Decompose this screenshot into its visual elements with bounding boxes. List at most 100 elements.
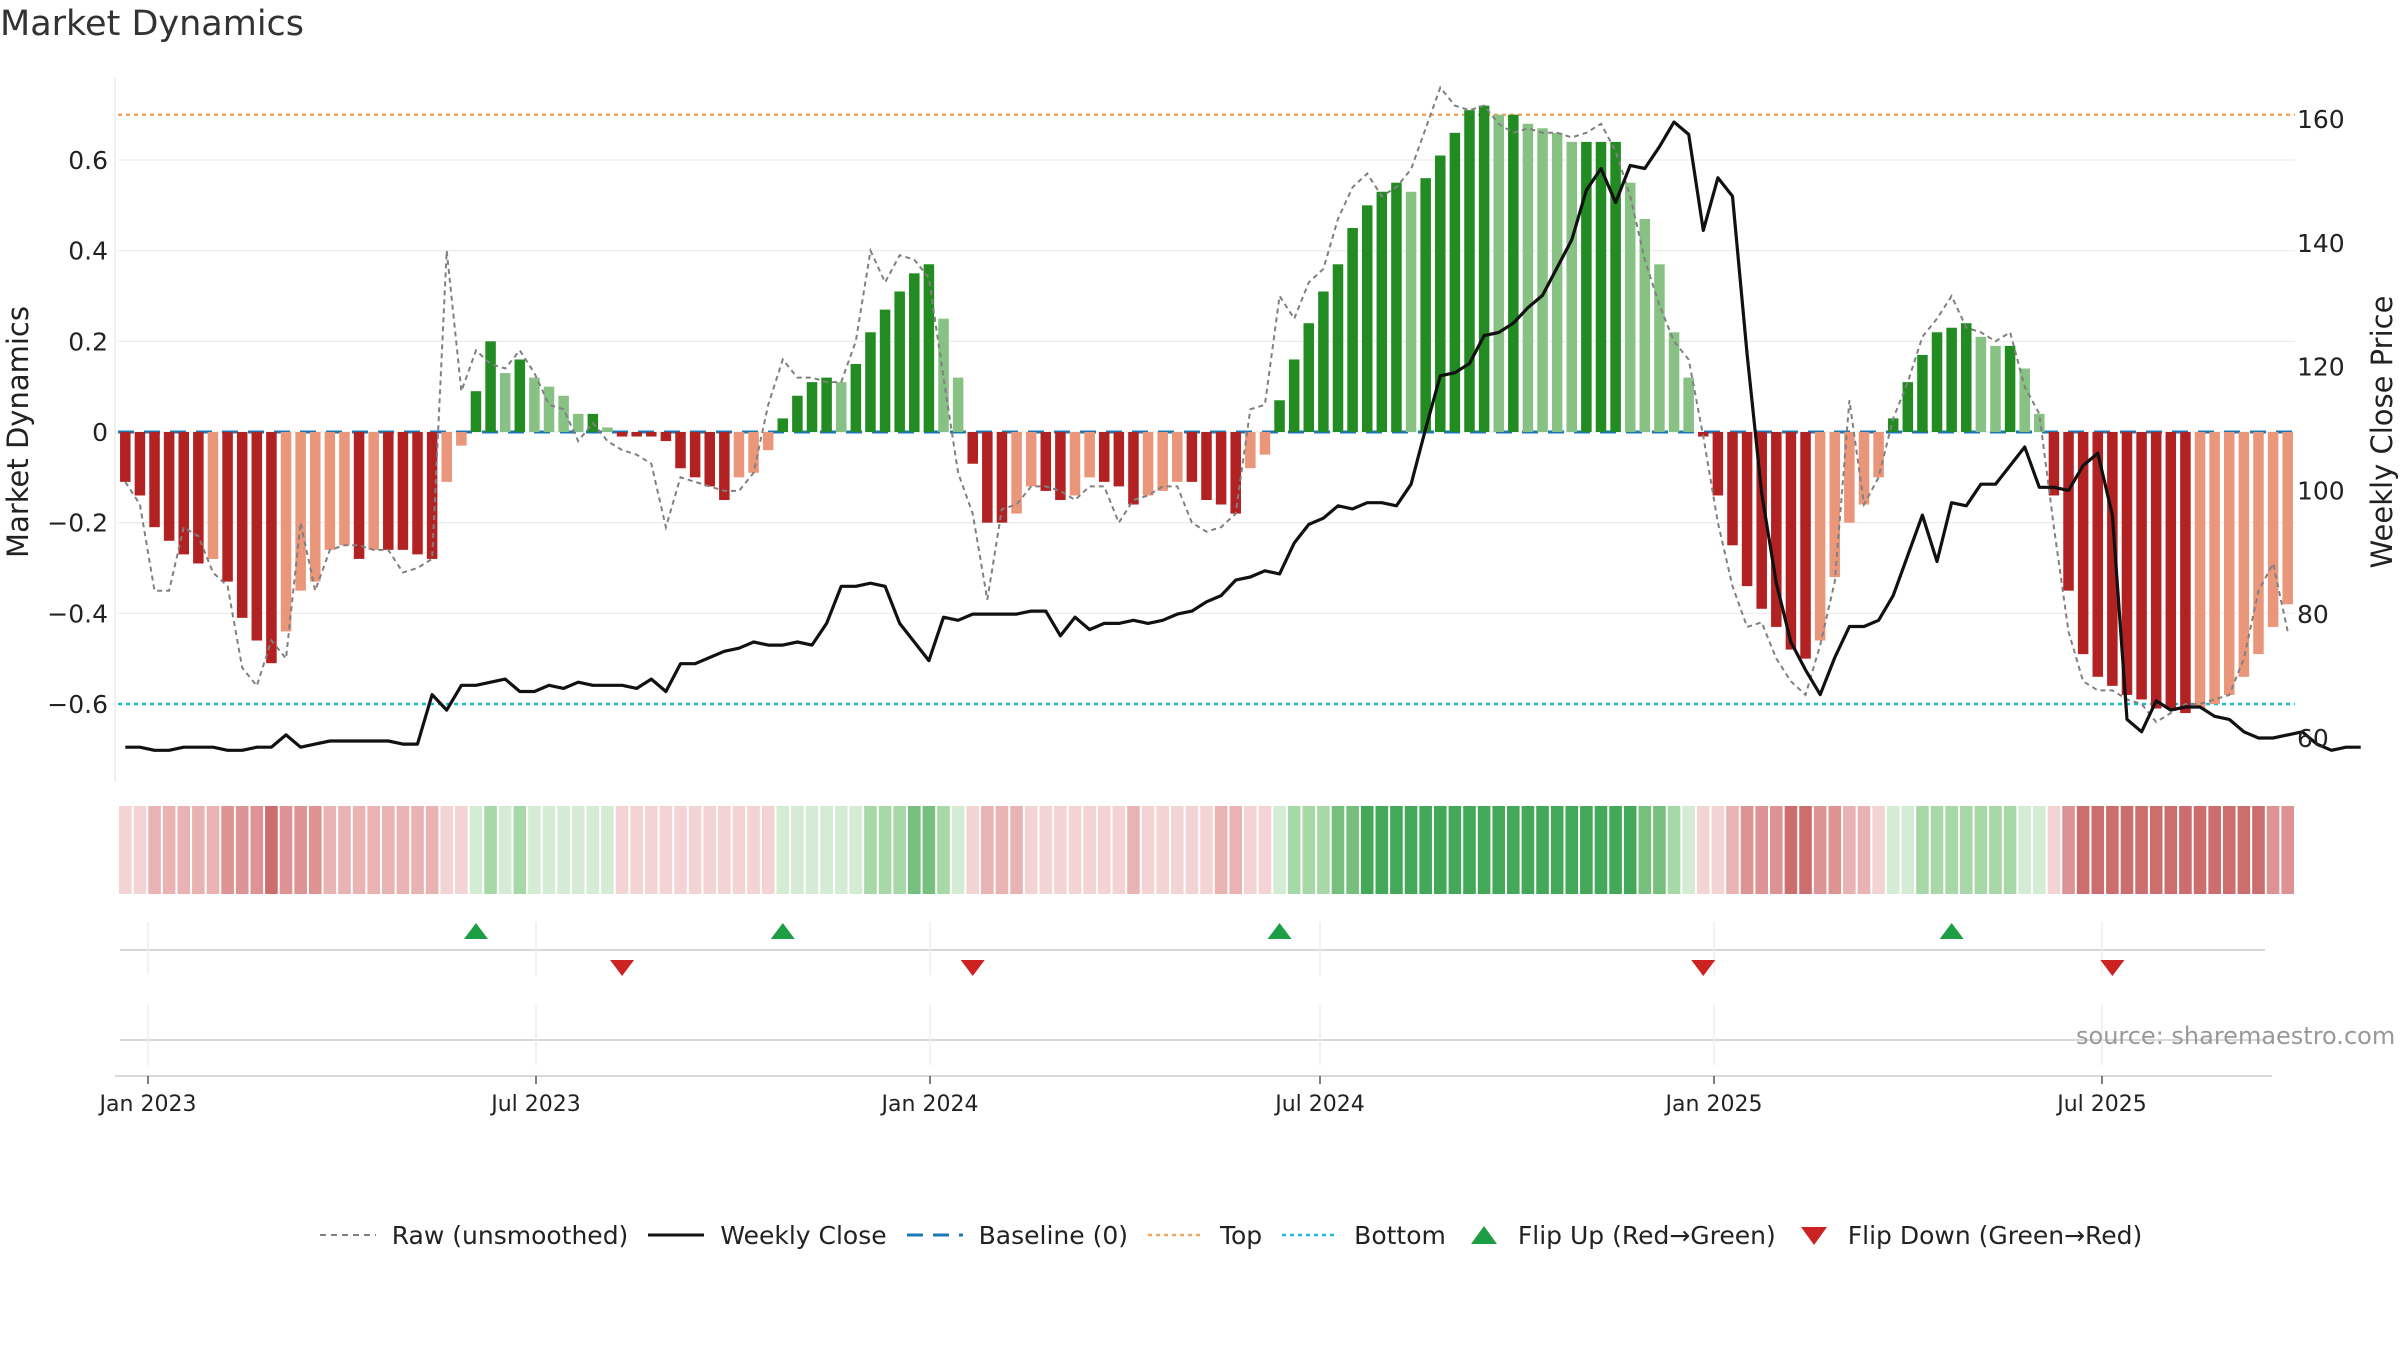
left-tick-label: 0.6 <box>68 146 108 175</box>
regime-strip-cell <box>893 806 906 894</box>
market-dynamics-bar <box>134 432 146 496</box>
regime-strip-cell <box>571 806 585 894</box>
regime-strip-cell <box>513 806 527 894</box>
market-dynamics-bar <box>748 432 759 473</box>
regime-strip-cell <box>381 806 395 894</box>
market-dynamics-bar <box>2194 432 2206 709</box>
right-tick-label: 160 <box>2297 105 2345 134</box>
weekly-close-line <box>125 120 2361 752</box>
market-dynamics-bar <box>1493 114 1504 432</box>
regime-strip-cell <box>1916 806 1929 894</box>
market-dynamics-bar <box>1113 432 1125 487</box>
market-dynamics-bar <box>558 395 569 432</box>
market-dynamics-bar <box>1449 132 1461 432</box>
right-axis-label: Weekly Close Price <box>2365 296 2399 569</box>
market-dynamics-bar <box>865 332 876 432</box>
market-dynamics-bar <box>1318 291 1329 432</box>
market-dynamics-bar <box>1142 432 1154 496</box>
market-dynamics-bar <box>1361 205 1373 432</box>
regime-strip-cell <box>1170 806 1184 894</box>
regime-strip-cell <box>1872 806 1885 894</box>
market-dynamics-bar <box>397 432 409 550</box>
market-dynamics-bar <box>236 432 248 618</box>
market-dynamics-bar <box>1055 432 1066 500</box>
legend-swatch-close <box>648 1233 705 1237</box>
regime-strip-cell <box>1565 806 1579 894</box>
regime-strip-cell <box>162 806 176 894</box>
regime-strip-cell <box>688 806 702 894</box>
market-dynamics-bar <box>2238 432 2250 677</box>
flip-markers-panel <box>120 922 2265 976</box>
market-dynamics-bar <box>1610 141 1621 432</box>
regime-strip-cell <box>805 806 819 894</box>
regime-strip-cell <box>119 806 132 894</box>
regime-strip-cell <box>1346 806 1359 894</box>
market-dynamics-bar <box>1902 382 1914 432</box>
market-dynamics-bar <box>1011 432 1022 514</box>
regime-strip-cell <box>1930 806 1944 894</box>
regime-strip-cell <box>1959 806 1973 894</box>
right-tick-label: 60 <box>2297 724 2329 753</box>
market-dynamics-bar <box>149 432 160 528</box>
regime-strip-cell <box>1492 806 1506 894</box>
market-dynamics-bar <box>2004 345 2016 432</box>
legend-label-top: Top <box>1219 1220 1263 1250</box>
market-dynamics-bar <box>178 432 190 555</box>
regime-strip-cell <box>2149 806 2163 894</box>
regime-strip-cell <box>148 806 161 894</box>
regime-strip-cell <box>1580 806 1593 894</box>
regime-strip-cell <box>718 806 731 894</box>
market-dynamics-bar <box>2019 368 2030 432</box>
flip-up-marker <box>770 923 795 939</box>
regime-strip-cell <box>1477 806 1491 894</box>
market-dynamics-bar <box>2282 432 2293 605</box>
regime-strip-cell <box>2208 806 2221 894</box>
legend-item-flip-down[interactable]: Flip Down (Green→Red) <box>1794 1221 2142 1250</box>
market-dynamics-bar <box>295 432 306 591</box>
market-dynamics-bar <box>1639 218 1651 432</box>
regime-strip-cell <box>1740 806 1754 894</box>
regime-strip-cell <box>1083 806 1096 894</box>
flip-down-icon <box>1800 1227 1827 1245</box>
market-dynamics-bar <box>2092 432 2104 677</box>
legend-item-top[interactable]: Top <box>1146 1221 1262 1250</box>
legend-item-raw[interactable]: Raw (unsmoothed) <box>318 1221 628 1250</box>
market-dynamics-bar <box>1756 432 1767 609</box>
market-dynamics-bar <box>923 264 935 432</box>
regime-strip-cell <box>1682 806 1695 894</box>
market-dynamics-bar <box>499 373 511 432</box>
regime-strip-cell <box>1828 806 1842 894</box>
market-dynamics-bar <box>660 432 672 442</box>
regime-strip-cell <box>1901 806 1915 894</box>
legend-item-bottom[interactable]: Bottom <box>1280 1221 1446 1250</box>
regime-strip-cell <box>1653 806 1666 894</box>
market-dynamics-bar <box>1128 432 1139 505</box>
market-dynamics-bar <box>631 432 642 437</box>
market-dynamics-bar <box>1391 182 1402 432</box>
market-dynamics-bar <box>1347 228 1358 432</box>
market-dynamics-bar <box>383 432 394 550</box>
regime-strip-cell <box>206 806 220 894</box>
market-dynamics-bar <box>938 318 949 432</box>
market-dynamics-bar <box>1771 432 1782 627</box>
regime-strip-cell <box>1974 806 1988 894</box>
flip-up-marker <box>1939 923 1964 939</box>
regime-strip-cell <box>1843 806 1856 894</box>
regime-strip-cell <box>294 806 307 894</box>
regime-strip-cell <box>2018 806 2032 894</box>
regime-strip-cell <box>1156 806 1169 894</box>
right-tick-label: 80 <box>2297 600 2329 629</box>
market-dynamics-bar <box>704 432 715 487</box>
market-dynamics-bar <box>967 432 978 464</box>
regime-strip-cell <box>1886 806 1900 894</box>
legend-item-close[interactable]: Weekly Close <box>646 1221 887 1250</box>
legend-item-flip-up[interactable]: Flip Up (Red→Green) <box>1464 1221 1776 1250</box>
regime-strip-cell <box>2062 806 2075 894</box>
market-dynamics-bar <box>339 432 350 546</box>
legend-item-baseline[interactable]: Baseline (0) <box>905 1221 1128 1250</box>
flip-up-icon <box>1470 1226 1497 1244</box>
regime-strip-cell <box>484 806 497 894</box>
left-tick-label: −0.2 <box>47 509 108 538</box>
market-dynamics-bar <box>2034 413 2045 432</box>
regime-strip-cell <box>1141 806 1155 894</box>
